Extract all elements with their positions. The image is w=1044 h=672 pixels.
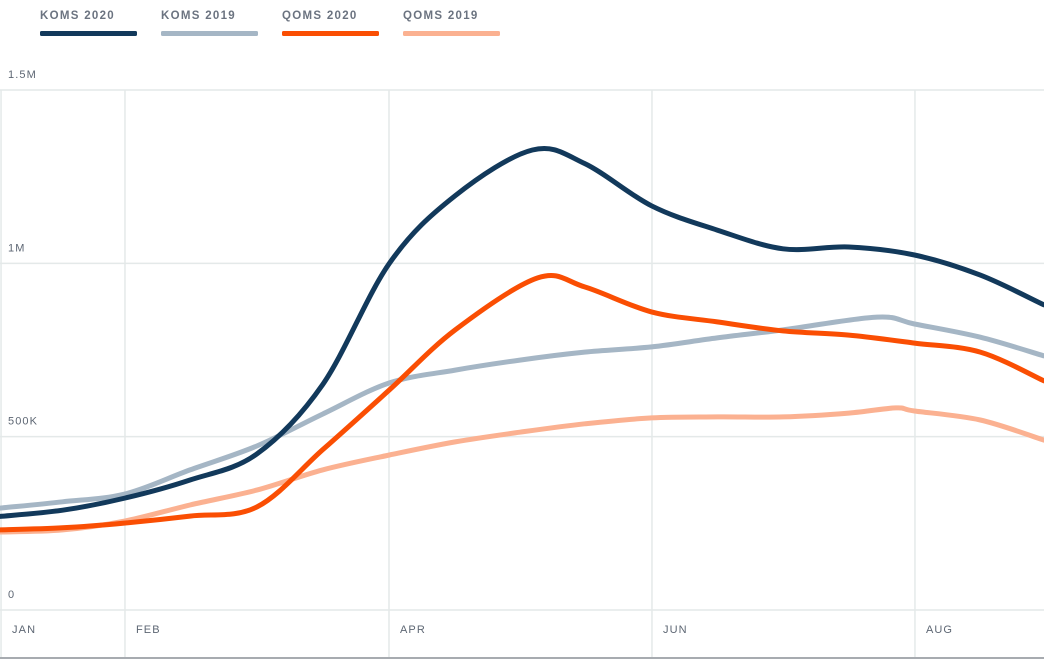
legend-item[interactable]: KOMS 2019 [161,10,258,36]
chart-legend: KOMS 2020 KOMS 2019 QOMS 2020 QOMS 2019 [40,10,500,36]
series-line-qoms-2019 [0,405,1044,535]
series-line-koms-2019 [0,314,1044,511]
legend-item-label: KOMS 2020 [40,10,115,22]
y-tick-label: 1M [8,242,25,254]
legend-item[interactable]: QOMS 2019 [403,10,500,36]
legend-item[interactable]: KOMS 2020 [40,10,137,36]
x-tick-label: JAN [12,624,36,636]
legend-swatch [40,31,137,36]
y-tick-label: 500K [8,416,38,428]
legend-swatch [403,31,500,36]
legend-item[interactable]: QOMS 2020 [282,10,379,36]
y-tick-label: 0 [8,589,15,601]
series-line-koms-2020 [0,146,1044,519]
x-tick-label: APR [400,624,426,636]
legend-swatch [161,31,258,36]
legend-item-label: QOMS 2020 [282,10,358,22]
x-tick-label: JUN [663,624,688,636]
x-tick-label: FEB [136,624,161,636]
legend-item-label: KOMS 2019 [161,10,236,22]
series-line-qoms-2020 [0,272,1044,533]
y-tick-label: 1.5M [8,69,37,81]
legend-swatch [282,31,379,36]
legend-item-label: QOMS 2019 [403,10,479,22]
x-tick-label: AUG [926,624,953,636]
